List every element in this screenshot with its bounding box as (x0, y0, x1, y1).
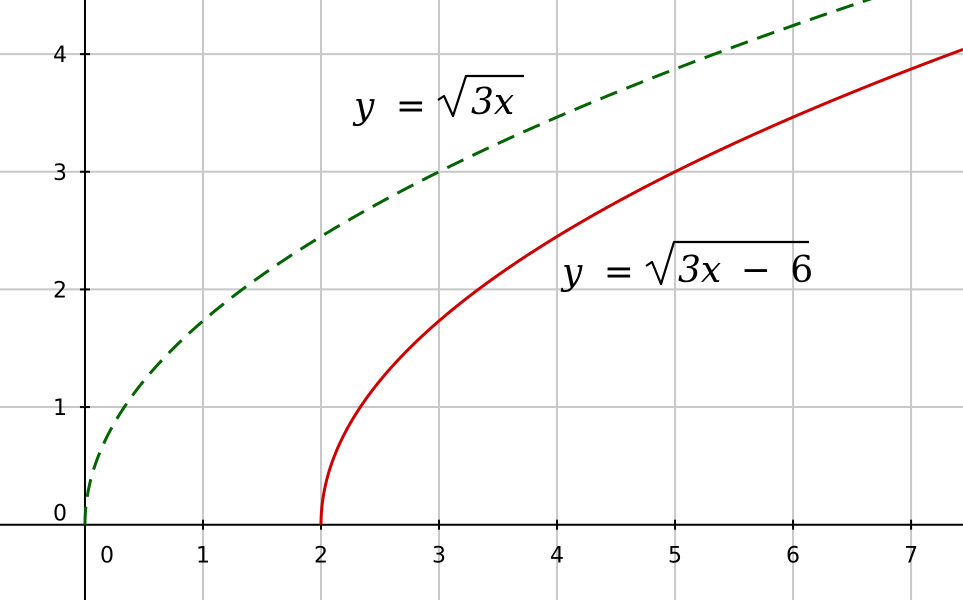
svg-text:y =: y = (352, 86, 426, 127)
x-tick-label: 4 (550, 544, 564, 569)
equation-label-sqrt-3x-minus-6: y = 3x − 6 (560, 240, 813, 293)
svg-text:y =: y = (560, 252, 634, 293)
y-tick-label: 1 (53, 396, 67, 421)
curve-sqrt-3x (83, 0, 873, 525)
eq1-lhs: y (352, 86, 375, 127)
y-tick-label: 3 (53, 161, 67, 186)
x-tick-label: 3 (432, 544, 446, 569)
eq2-constant: 6 (790, 250, 813, 291)
svg-text:3x − 6: 3x − 6 (678, 250, 813, 291)
vertical-gridlines (201, 0, 913, 600)
curves (83, 0, 963, 525)
eq1-radicand: 3x (471, 82, 514, 123)
x-tick-label: 7 (904, 544, 918, 569)
x-tick-label: 6 (786, 544, 800, 569)
x-tick-labels: 0 1 2 3 4 5 6 7 (100, 544, 918, 569)
eq2-equals: = (604, 252, 634, 293)
radical-sign (645, 240, 809, 286)
y-tick-label: 0 (53, 502, 67, 527)
horizontal-gridlines (0, 53, 963, 409)
eq1-equals: = (396, 86, 426, 127)
eq2-radicand-var: 3x (678, 250, 721, 291)
y-tick-labels: 0 1 2 3 4 (53, 43, 67, 527)
x-tick-label: 5 (668, 544, 682, 569)
y-tick-label: 4 (53, 43, 67, 68)
x-tick-label: 0 (100, 544, 114, 569)
curve-sqrt-3x-minus-6 (319, 48, 963, 525)
x-tick-label: 2 (314, 544, 328, 569)
x-tick-label: 1 (196, 544, 210, 569)
eq2-lhs: y (560, 252, 583, 293)
equation-label-sqrt-3x: y = 3x (352, 74, 524, 127)
radical-sign (437, 74, 524, 118)
eq2-minus: − (741, 250, 771, 291)
y-tick-label: 2 (53, 278, 67, 303)
